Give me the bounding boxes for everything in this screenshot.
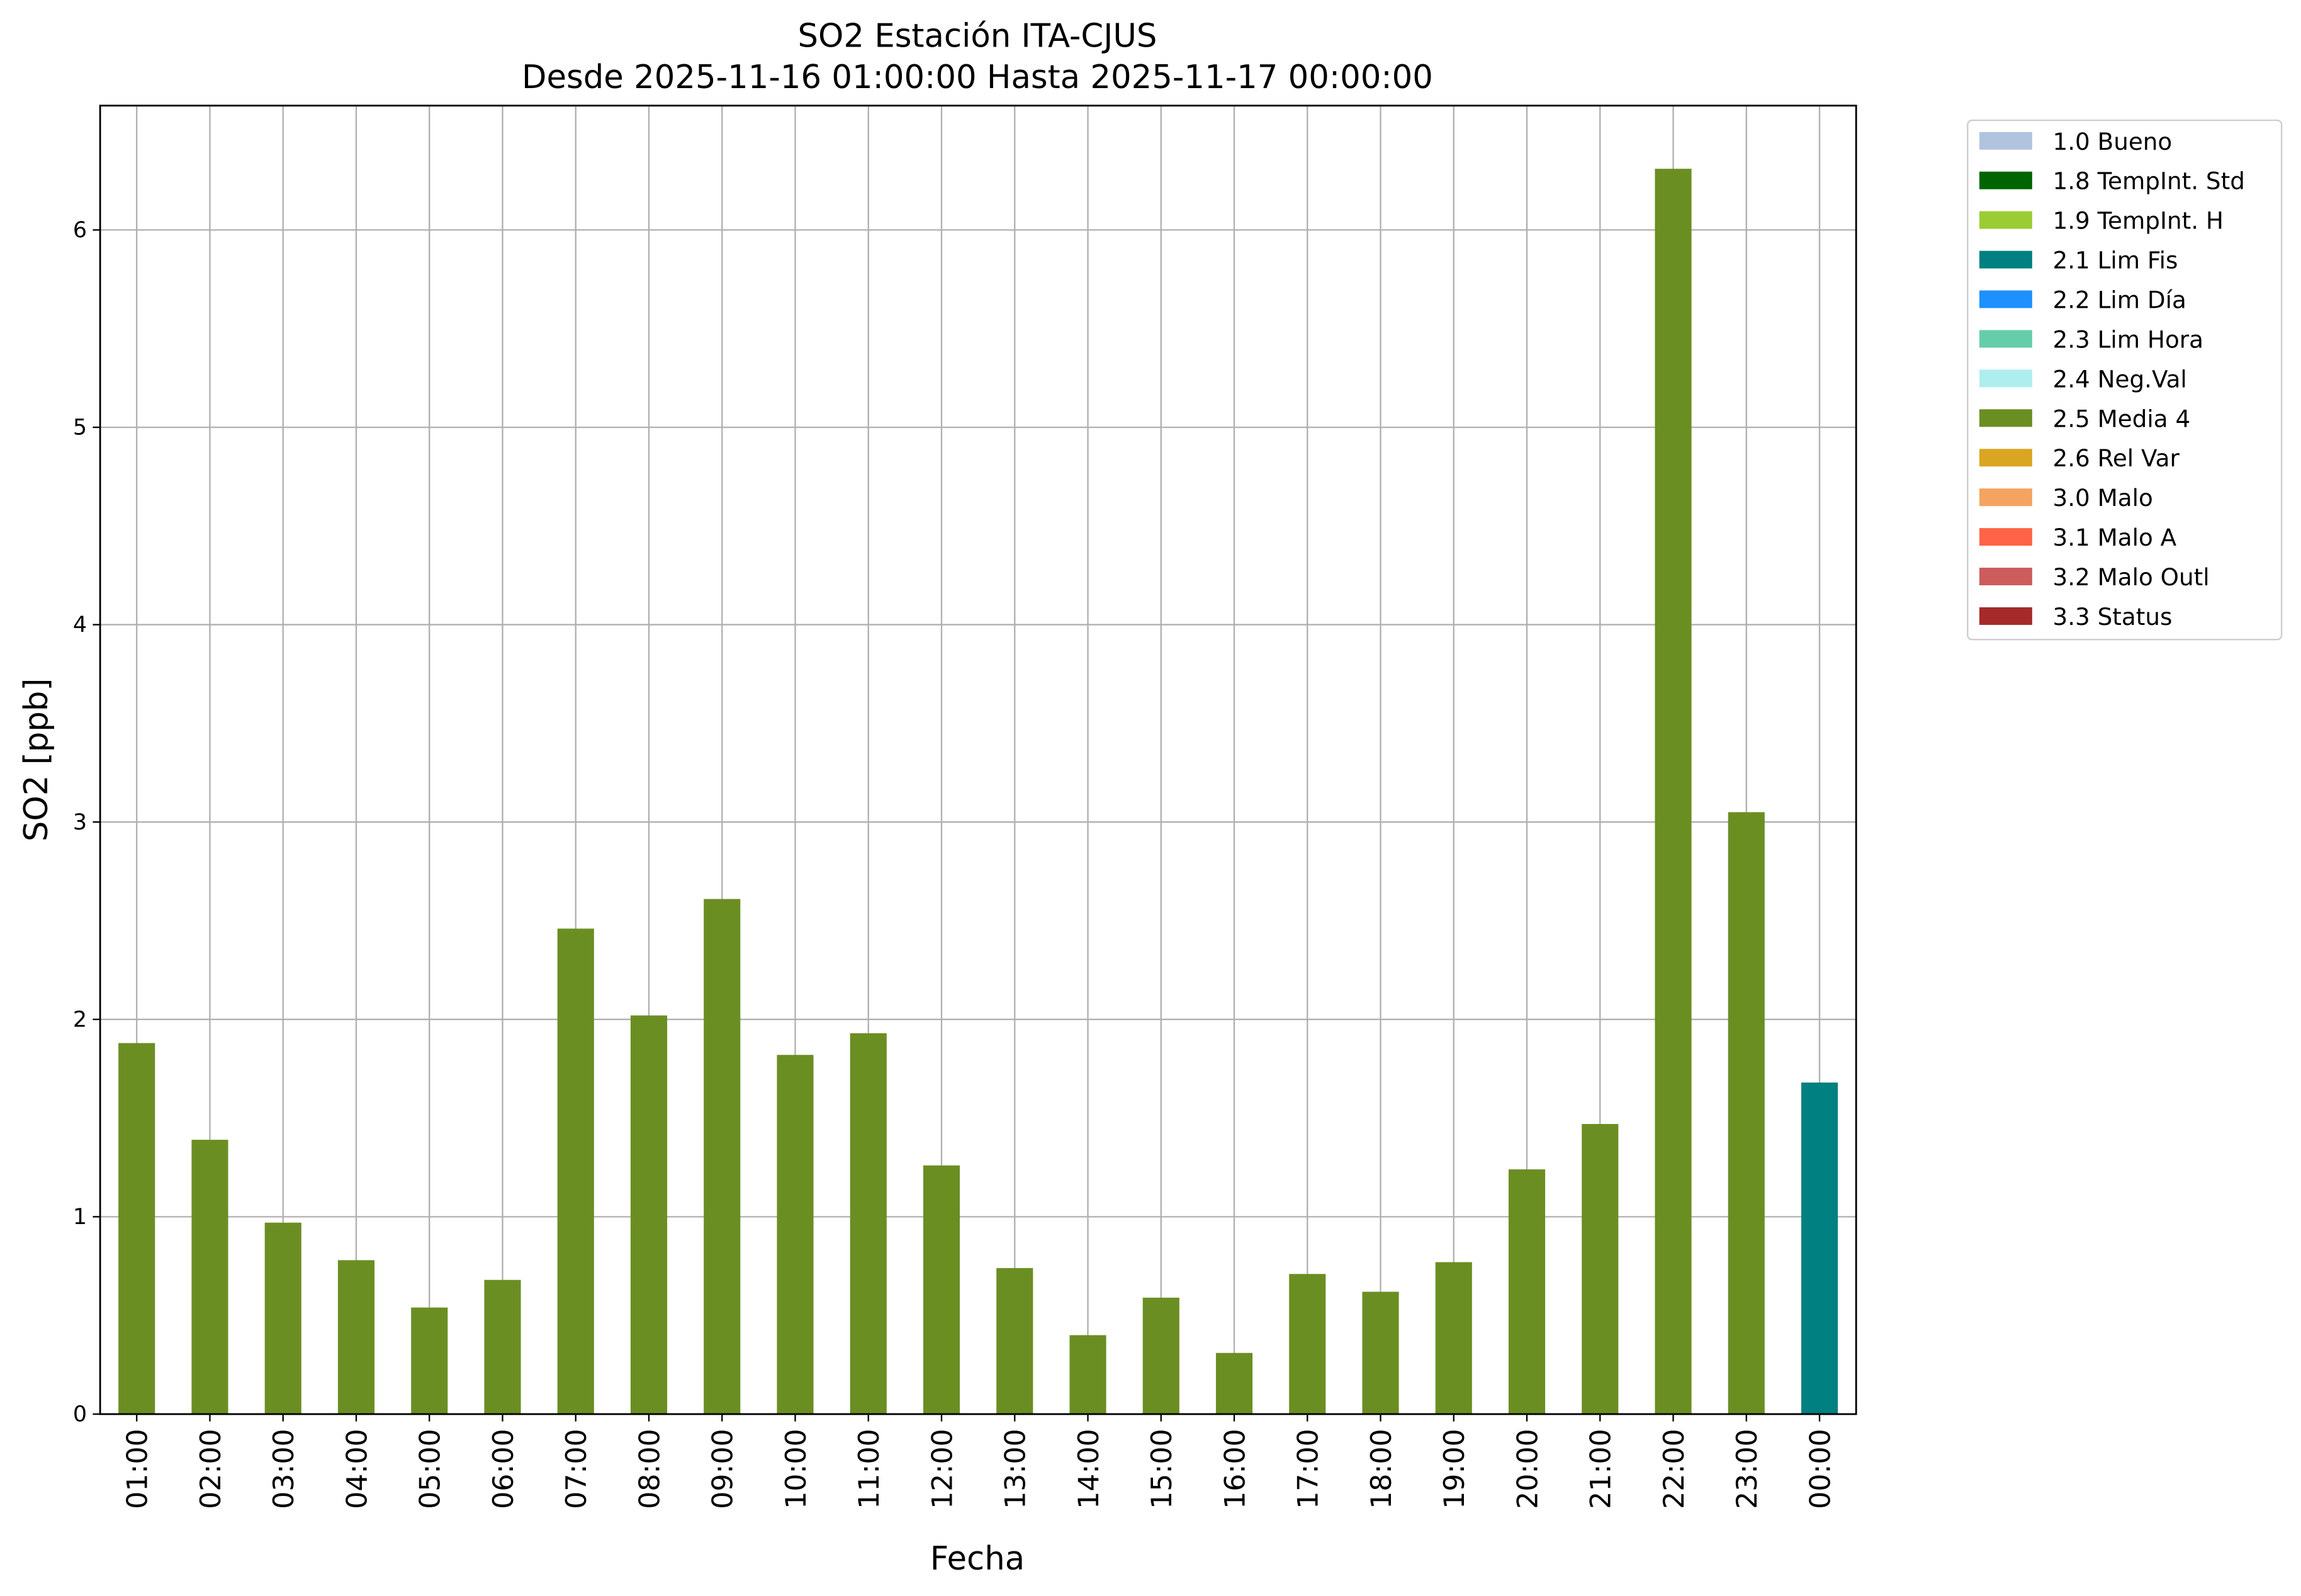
x-tick-label: 20:00 bbox=[1512, 1429, 1544, 1509]
x-tick-label: 21:00 bbox=[1585, 1429, 1617, 1509]
bar bbox=[704, 899, 741, 1414]
y-tick-label: 3 bbox=[73, 810, 87, 835]
legend-swatch bbox=[1979, 330, 2032, 348]
x-tick-label: 08:00 bbox=[634, 1429, 666, 1509]
legend-label: 2.4 Neg.Val bbox=[2052, 365, 2186, 393]
bar bbox=[777, 1055, 814, 1414]
legend-swatch bbox=[1979, 290, 2032, 308]
bar bbox=[1582, 1123, 1619, 1414]
plot-frame bbox=[99, 104, 1857, 1415]
chart-subtitle: Desde 2025-11-16 01:00:00 Hasta 2025-11-… bbox=[522, 59, 1433, 96]
x-tick-label: 19:00 bbox=[1439, 1429, 1471, 1509]
x-tick-label: 11:00 bbox=[853, 1429, 886, 1509]
x-tick-label: 14:00 bbox=[1073, 1429, 1105, 1509]
legend-swatch bbox=[1979, 369, 2032, 388]
bar bbox=[996, 1267, 1033, 1414]
x-tick-label: 05:00 bbox=[415, 1429, 447, 1509]
y-tick-label: 4 bbox=[73, 612, 87, 638]
legend-swatch bbox=[1979, 449, 2032, 467]
bar bbox=[1069, 1335, 1106, 1414]
legend-label: 3.0 Malo bbox=[2052, 484, 2152, 512]
bar bbox=[118, 1043, 155, 1414]
bar bbox=[264, 1222, 301, 1414]
y-tick-label: 6 bbox=[73, 218, 87, 243]
x-tick-label: 00:00 bbox=[1804, 1429, 1837, 1509]
bar bbox=[191, 1140, 228, 1414]
legend-swatch bbox=[1979, 528, 2032, 546]
y-tick-label: 1 bbox=[73, 1205, 87, 1230]
x-tick-label: 16:00 bbox=[1219, 1429, 1251, 1509]
axes: 0 1 2 3 4 5 6 01:00 02:00 03:00 04:00 05:00 06:00 07:… bbox=[73, 218, 1837, 1509]
x-tick-label: 06:00 bbox=[488, 1429, 520, 1509]
x-axis-label: Fecha bbox=[930, 1540, 1025, 1578]
x-tick-label: 04:00 bbox=[341, 1429, 373, 1509]
bar bbox=[1215, 1352, 1253, 1414]
y-axis-label: SO2 [ppb] bbox=[18, 678, 55, 841]
x-tick-label: 02:00 bbox=[195, 1429, 227, 1509]
bar bbox=[630, 1015, 668, 1414]
x-tick-label: 17:00 bbox=[1293, 1429, 1325, 1509]
bar bbox=[1142, 1297, 1179, 1414]
legend-box bbox=[1967, 119, 2283, 641]
y-tick-label: 5 bbox=[73, 415, 87, 441]
x-tick-label: 22:00 bbox=[1658, 1429, 1691, 1509]
legend-swatch bbox=[1979, 250, 2032, 269]
chart-title: SO2 Estación ITA-CJUS bbox=[798, 18, 1157, 55]
legend-label: 2.2 Lim Día bbox=[2052, 286, 2186, 313]
x-tick-label: 18:00 bbox=[1366, 1429, 1398, 1509]
legend-label: 1.0 Bueno bbox=[2052, 128, 2172, 155]
x-tick-label: 10:00 bbox=[780, 1429, 813, 1509]
legend-label: 3.2 Malo Outl bbox=[2052, 563, 2209, 591]
legend-label: 3.1 Malo A bbox=[2052, 524, 2176, 551]
legend-swatch bbox=[1979, 211, 2032, 229]
x-tick-label: 13:00 bbox=[1000, 1429, 1032, 1509]
legend-label: 3.3 Status bbox=[2052, 603, 2172, 631]
legend-swatch bbox=[1979, 568, 2032, 586]
legend-label: 2.1 Lim Fis bbox=[2052, 247, 2178, 274]
legend-label: 1.9 TempInt. H bbox=[2052, 207, 2223, 235]
legend-label: 1.8 TempInt. Std bbox=[2052, 167, 2244, 195]
legend-swatch bbox=[1979, 132, 2032, 150]
legend: 1.0 Bueno 1.8 TempInt. Std 1.9 TempInt. H 2… bbox=[1979, 128, 2245, 631]
bar bbox=[1508, 1169, 1546, 1414]
x-tick-label: 03:00 bbox=[268, 1429, 300, 1509]
x-tick-label: 15:00 bbox=[1146, 1429, 1178, 1509]
x-tick-label: 23:00 bbox=[1731, 1429, 1764, 1509]
legend-swatch bbox=[1979, 607, 2032, 625]
bars bbox=[118, 169, 1838, 1414]
bar bbox=[1801, 1082, 1838, 1414]
bar bbox=[1655, 169, 1692, 1414]
bar bbox=[337, 1260, 375, 1414]
bar bbox=[1289, 1274, 1326, 1414]
x-tick-label: 01:00 bbox=[122, 1429, 154, 1509]
legend-swatch bbox=[1979, 488, 2032, 507]
legend-label: 2.3 Lim Hora bbox=[2052, 325, 2203, 353]
bar bbox=[850, 1033, 887, 1414]
y-tick-label: 0 bbox=[73, 1402, 87, 1427]
x-tick-label: 07:00 bbox=[561, 1429, 593, 1509]
bar bbox=[411, 1307, 448, 1414]
legend-swatch bbox=[1979, 409, 2032, 427]
bar bbox=[1728, 812, 1765, 1414]
x-tick-label: 12:00 bbox=[926, 1429, 959, 1509]
legend-label: 2.5 Media 4 bbox=[2052, 405, 2190, 432]
x-tick-label: 09:00 bbox=[707, 1429, 740, 1509]
bar bbox=[1362, 1291, 1399, 1414]
y-tick-label: 2 bbox=[73, 1007, 87, 1032]
bar bbox=[923, 1165, 960, 1414]
bar bbox=[1435, 1262, 1472, 1414]
bar bbox=[557, 928, 594, 1414]
bar bbox=[484, 1279, 521, 1414]
legend-label: 2.6 Rel Var bbox=[2052, 444, 2180, 472]
legend-swatch bbox=[1979, 171, 2032, 189]
